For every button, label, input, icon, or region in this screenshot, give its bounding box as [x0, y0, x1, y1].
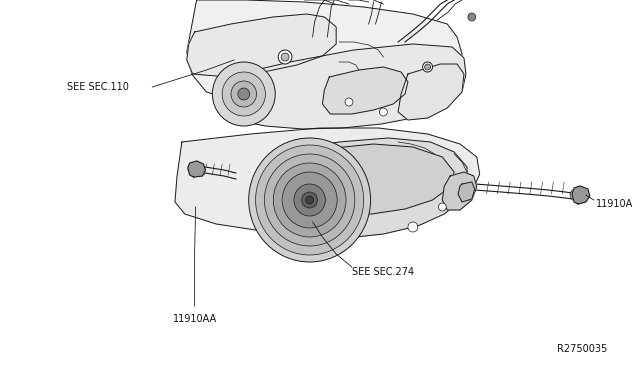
Polygon shape: [175, 128, 480, 233]
Circle shape: [380, 108, 387, 116]
Polygon shape: [187, 0, 462, 117]
Circle shape: [282, 172, 337, 228]
Polygon shape: [398, 64, 464, 120]
Circle shape: [570, 189, 582, 201]
Text: SEE SEC.110: SEE SEC.110: [67, 82, 129, 92]
Polygon shape: [273, 138, 468, 238]
Polygon shape: [572, 186, 590, 204]
Polygon shape: [458, 182, 475, 202]
Circle shape: [191, 164, 202, 174]
Polygon shape: [323, 67, 408, 114]
Circle shape: [238, 88, 250, 100]
Circle shape: [468, 13, 476, 21]
Polygon shape: [442, 172, 477, 210]
Polygon shape: [187, 14, 336, 77]
Text: 11910AA: 11910AA: [173, 314, 217, 324]
Text: R2750035: R2750035: [557, 344, 607, 354]
Polygon shape: [188, 161, 205, 177]
Circle shape: [345, 98, 353, 106]
Circle shape: [408, 222, 418, 232]
Circle shape: [302, 192, 317, 208]
Circle shape: [255, 145, 364, 255]
Polygon shape: [319, 144, 454, 214]
Circle shape: [306, 196, 314, 204]
Circle shape: [212, 62, 275, 126]
Circle shape: [264, 154, 355, 246]
Circle shape: [249, 138, 371, 262]
Polygon shape: [218, 44, 466, 129]
Text: SEE SEC.274: SEE SEC.274: [352, 267, 414, 277]
Circle shape: [425, 64, 431, 70]
Circle shape: [273, 163, 346, 237]
Circle shape: [422, 62, 433, 72]
Circle shape: [278, 50, 292, 64]
Text: 11910A: 11910A: [596, 199, 633, 209]
Circle shape: [438, 203, 446, 211]
Circle shape: [255, 79, 266, 89]
Circle shape: [294, 184, 325, 216]
Circle shape: [231, 81, 257, 107]
Circle shape: [222, 72, 266, 116]
Circle shape: [281, 53, 289, 61]
